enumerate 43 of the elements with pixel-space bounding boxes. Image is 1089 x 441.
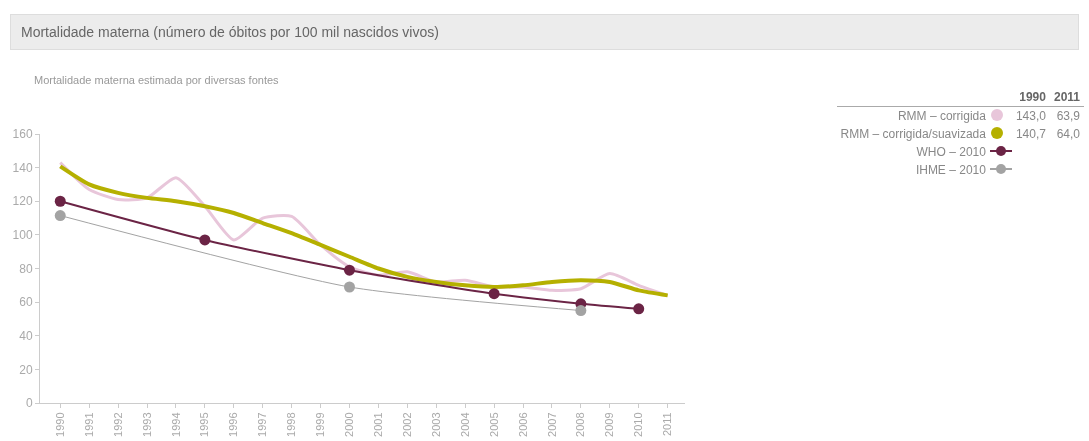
x-tick-label: 2010 xyxy=(632,412,645,437)
x-tick-label: 2005 xyxy=(487,412,500,437)
y-tick-label: 140 xyxy=(12,160,33,175)
x-tick-label: 1990 xyxy=(53,412,66,437)
x-tick-label: 1997 xyxy=(256,412,269,437)
x-tick-label: 2007 xyxy=(545,412,558,437)
x-tick-label: 1996 xyxy=(227,412,240,437)
chart-title: Mortalidade materna (número de óbitos por 100 mil nascidos vivos) xyxy=(10,14,1079,50)
x-tick-label: 2006 xyxy=(516,412,529,437)
text: 143,0 xyxy=(1014,108,1047,125)
x-tick-label: 1995 xyxy=(198,412,211,437)
y-tick-label: 160 xyxy=(12,127,33,142)
text: 1990 xyxy=(1011,88,1050,107)
legend-label: IHME – 2010 xyxy=(914,162,987,179)
text: 63,9 xyxy=(1055,108,1081,125)
x-tick-label: 1993 xyxy=(140,412,153,437)
y-tick-label: 40 xyxy=(19,328,33,343)
legend-label: WHO – 2010 xyxy=(915,144,987,161)
y-tick-label: 0 xyxy=(25,396,33,411)
x-tick-label: 1998 xyxy=(285,412,298,437)
y-tick-label: 80 xyxy=(19,261,33,276)
y-tick-label: 60 xyxy=(19,295,33,310)
x-tick-label: 2009 xyxy=(603,412,616,437)
x-tick-label: 2004 xyxy=(458,412,471,437)
x-tick-label: 1999 xyxy=(314,412,327,437)
chart-subtitle: Mortalidade materna estimada por diversas fontes xyxy=(34,74,279,86)
legend-label: RMM – corrigida xyxy=(896,108,987,125)
y-tick-label: 120 xyxy=(12,194,33,209)
x-tick-label: 1994 xyxy=(169,412,182,437)
x-tick-label: 2003 xyxy=(429,412,442,437)
x-tick-label: 2002 xyxy=(400,412,413,437)
y-tick-label: 20 xyxy=(19,362,33,377)
x-tick-label: 2000 xyxy=(343,412,356,437)
text: 140,7 xyxy=(1014,126,1047,143)
x-tick-label: 2001 xyxy=(371,412,384,437)
text: 2011 xyxy=(1049,88,1084,107)
legend-label: RMM – corrigida/suavizada xyxy=(839,126,987,143)
x-tick-label: 2008 xyxy=(574,412,587,437)
text: 64,0 xyxy=(1055,126,1081,143)
x-tick-label: 2011 xyxy=(661,412,674,437)
x-tick-label: 1991 xyxy=(82,412,95,437)
x-tick-label: 1992 xyxy=(111,412,124,437)
y-tick-label: 100 xyxy=(12,228,33,243)
